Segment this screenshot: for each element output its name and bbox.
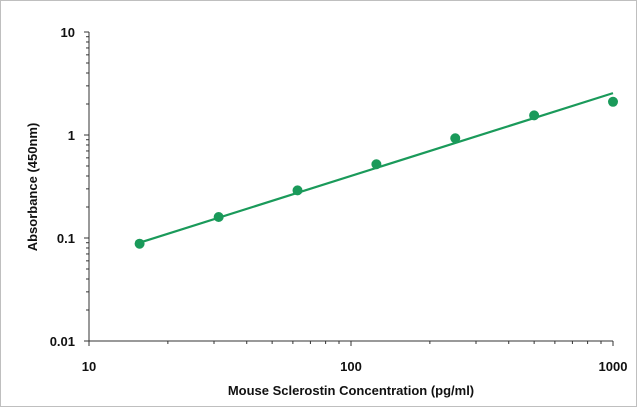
y-tick-label: 10 bbox=[61, 25, 75, 40]
data-point bbox=[450, 133, 461, 144]
data-point bbox=[213, 211, 224, 222]
y-tick-label: 0.1 bbox=[57, 231, 75, 246]
x-tick-label: 10 bbox=[82, 359, 96, 374]
data-point bbox=[134, 238, 145, 249]
x-tick-label: 100 bbox=[340, 359, 362, 374]
x-axis-title: Mouse Sclerostin Concentration (pg/ml) bbox=[228, 383, 474, 398]
x-tick-label: 1000 bbox=[599, 359, 628, 374]
data-point bbox=[529, 110, 540, 121]
data-point bbox=[292, 185, 303, 196]
y-tick-label: 1 bbox=[68, 128, 75, 143]
tick-labels: 10 1 0.1 0.01 10 100 1000 bbox=[50, 25, 628, 374]
y-axis-title: Absorbance (450nm) bbox=[25, 123, 40, 252]
data-point bbox=[371, 159, 382, 170]
y-tick-label: 0.01 bbox=[50, 334, 75, 349]
axes bbox=[84, 31, 614, 346]
data-points bbox=[134, 96, 618, 249]
data-point bbox=[608, 96, 618, 107]
